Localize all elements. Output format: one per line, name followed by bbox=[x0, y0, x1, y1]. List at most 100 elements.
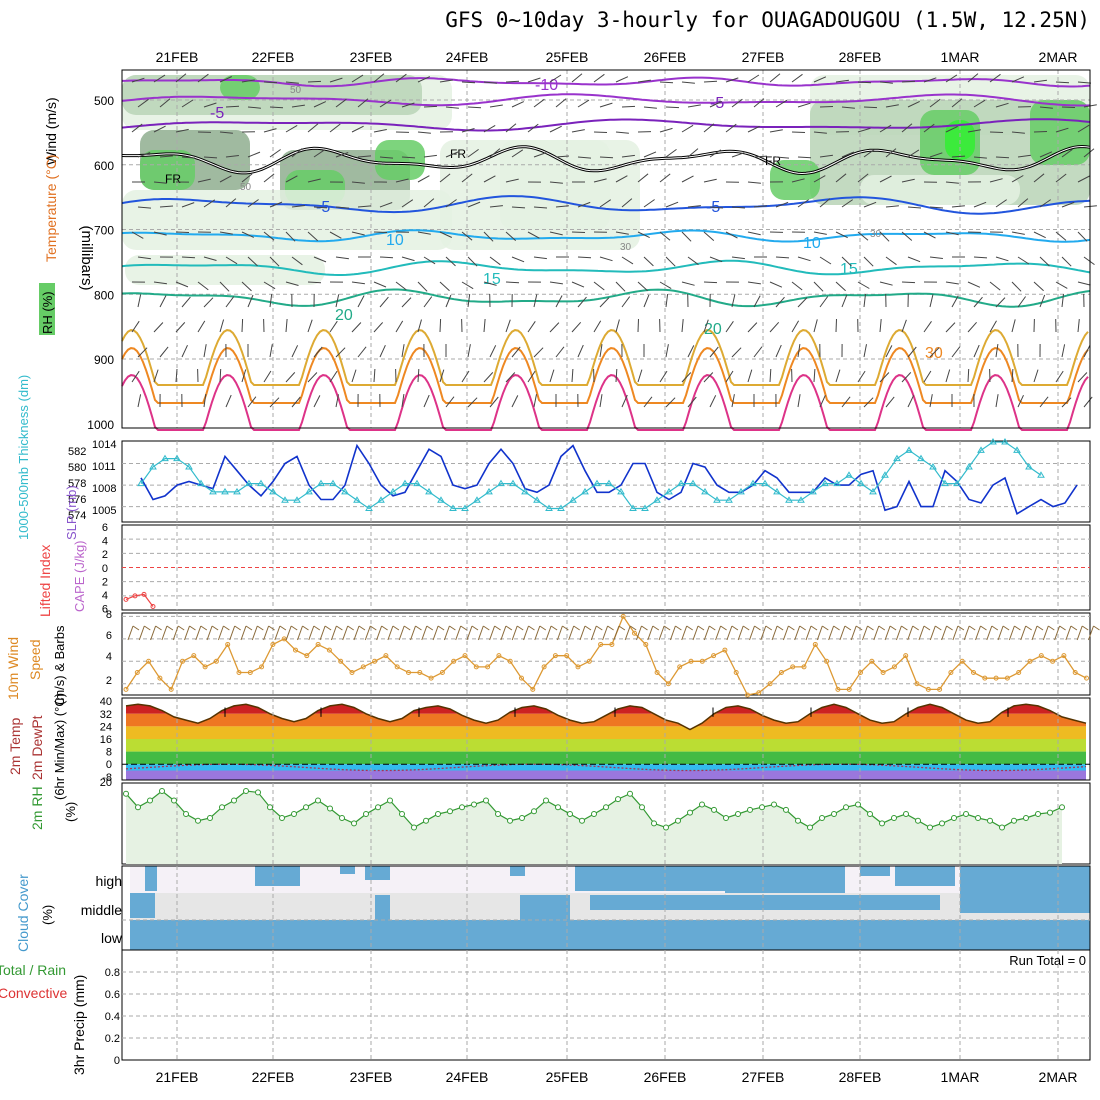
li-tick: 4 bbox=[102, 590, 108, 602]
wind-barb bbox=[489, 345, 497, 358]
wind-barb bbox=[131, 77, 145, 83]
wind-speed-marker bbox=[507, 658, 513, 664]
wind-barb bbox=[159, 205, 174, 208]
wind-panel-frame bbox=[121, 612, 1091, 696]
wind10-barb bbox=[455, 625, 462, 641]
rh2m-marker bbox=[915, 817, 921, 824]
wind-barb bbox=[527, 231, 540, 239]
date-label-top: 21FEB bbox=[156, 49, 199, 65]
rh2m-tick: 20 bbox=[100, 777, 112, 789]
wind-barb bbox=[709, 206, 724, 209]
rh2m-marker bbox=[339, 815, 345, 821]
wind10-barb-flag bbox=[935, 625, 942, 631]
rh2m-marker bbox=[387, 797, 393, 804]
wind-speed-marker bbox=[315, 641, 321, 647]
rh2m-marker bbox=[123, 790, 129, 797]
wind-barb bbox=[269, 294, 273, 308]
wind-barb bbox=[907, 206, 922, 209]
wind10-barb-flag bbox=[765, 625, 773, 631]
wind10-barb-flag bbox=[132, 625, 140, 631]
wind-barb bbox=[291, 148, 303, 158]
wind10-barb bbox=[1088, 625, 1094, 641]
wind-barb bbox=[753, 346, 763, 358]
wind-barb bbox=[593, 73, 605, 83]
wind-barb bbox=[1033, 231, 1046, 239]
wind-barb bbox=[725, 231, 738, 239]
wind-barb bbox=[395, 73, 407, 83]
wind-barb bbox=[225, 394, 232, 408]
wind-barb bbox=[511, 256, 525, 263]
thickness-marker bbox=[929, 462, 937, 470]
wind-barb bbox=[527, 321, 536, 333]
wind-barb bbox=[813, 319, 818, 333]
wind-barb bbox=[945, 231, 959, 236]
wind-barb bbox=[1017, 394, 1024, 408]
date-label-top: 1MAR bbox=[941, 49, 980, 65]
wind-barb bbox=[335, 294, 340, 308]
wind-barb bbox=[599, 256, 613, 262]
thickness-tick: 576 bbox=[68, 494, 86, 506]
wind-barb bbox=[863, 294, 866, 308]
wind-barb bbox=[335, 206, 350, 209]
wind-speed-marker bbox=[722, 647, 728, 653]
wind-barb bbox=[555, 295, 563, 308]
rh2m-marker bbox=[303, 804, 309, 811]
date-label-bottom: 26FEB bbox=[644, 1069, 687, 1085]
precip-tick: 0.2 bbox=[105, 1033, 120, 1045]
wind10-barb-flag bbox=[663, 625, 671, 631]
thickness-marker bbox=[1025, 462, 1033, 470]
wind-barb bbox=[907, 149, 920, 158]
wind-barb bbox=[285, 124, 298, 133]
date-label-top: 22FEB bbox=[252, 49, 295, 65]
rh2m-marker bbox=[1059, 804, 1065, 811]
wind-barb bbox=[533, 98, 545, 108]
rh2m-marker bbox=[819, 815, 825, 821]
wind-barb bbox=[687, 148, 699, 158]
wind-barb bbox=[709, 256, 723, 263]
wind-barb bbox=[379, 99, 392, 108]
wind-speed-marker bbox=[688, 658, 694, 664]
wind-barb bbox=[753, 295, 761, 308]
wind-speed-marker bbox=[360, 664, 366, 670]
wind-barb bbox=[461, 370, 470, 383]
rh2m-marker bbox=[207, 815, 213, 821]
thickness-marker bbox=[821, 479, 829, 487]
thickness-marker bbox=[173, 454, 181, 462]
wind-barb bbox=[1083, 148, 1095, 158]
wind10-barb bbox=[1020, 625, 1027, 641]
wind-barb bbox=[489, 104, 503, 108]
rh2m-marker bbox=[507, 817, 513, 824]
lifted-index-marker bbox=[123, 596, 129, 602]
wind10-barb-flag bbox=[313, 625, 321, 631]
wind10-barb-flag bbox=[290, 625, 298, 631]
wind10-barb bbox=[681, 625, 688, 641]
thickness-marker bbox=[497, 479, 505, 487]
contour-temp-5 bbox=[121, 195, 1091, 215]
wind-barb bbox=[973, 99, 986, 108]
wind-barb bbox=[951, 295, 959, 308]
wind-speed-marker bbox=[801, 664, 807, 670]
wind-barb bbox=[1055, 231, 1067, 241]
wind-barb bbox=[1011, 131, 1025, 134]
wind-barb bbox=[395, 320, 404, 333]
wind-barb bbox=[511, 149, 524, 158]
wind-barb bbox=[643, 199, 655, 208]
wind-barb bbox=[791, 73, 803, 83]
wind10-barb-flag bbox=[912, 625, 919, 631]
wind-barb bbox=[1033, 79, 1047, 83]
temp-color-band bbox=[126, 713, 1086, 727]
wind-barb bbox=[137, 394, 142, 408]
wind-barb bbox=[879, 281, 893, 286]
wind-speed-marker bbox=[869, 658, 875, 664]
wind-barb bbox=[791, 320, 800, 333]
wind-barb bbox=[1077, 372, 1088, 383]
cloud-unit: (%) bbox=[40, 905, 55, 925]
wind10-barb-flag bbox=[471, 625, 479, 631]
wind-barb bbox=[687, 205, 701, 208]
dewpoint-line bbox=[125, 763, 1087, 772]
wind-barb bbox=[241, 173, 253, 183]
wind-barb bbox=[351, 181, 365, 184]
wind10-barb bbox=[534, 625, 541, 641]
pressure-tick-label: 900 bbox=[94, 353, 114, 367]
wind-barb bbox=[819, 296, 829, 308]
